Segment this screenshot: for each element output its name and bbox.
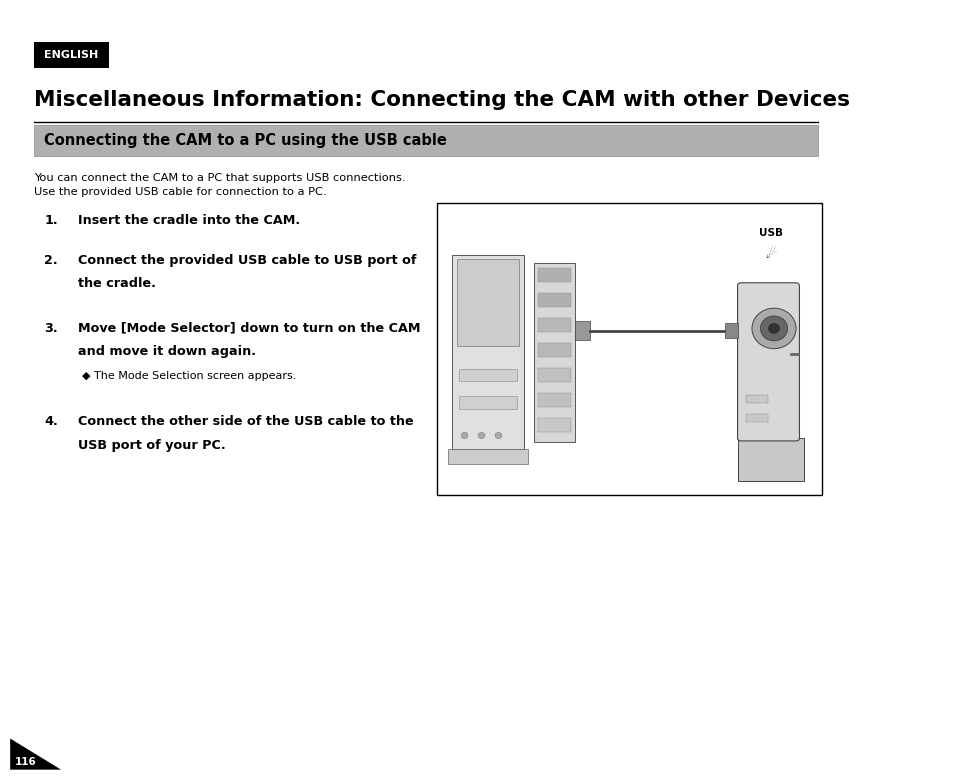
FancyBboxPatch shape (34, 42, 109, 68)
Text: ENGLISH: ENGLISH (44, 50, 98, 60)
Circle shape (760, 316, 787, 341)
Polygon shape (10, 738, 61, 770)
Text: Connect the other side of the USB cable to the: Connect the other side of the USB cable … (78, 415, 414, 428)
FancyBboxPatch shape (34, 125, 818, 156)
FancyBboxPatch shape (724, 323, 738, 338)
FancyBboxPatch shape (456, 259, 518, 347)
Text: 2.: 2. (44, 254, 57, 267)
Circle shape (495, 432, 501, 439)
FancyBboxPatch shape (534, 263, 575, 442)
Text: Connect the provided USB cable to USB port of: Connect the provided USB cable to USB po… (78, 254, 416, 267)
Text: Move [Mode Selector] down to turn on the CAM: Move [Mode Selector] down to turn on the… (78, 322, 420, 335)
FancyBboxPatch shape (537, 368, 570, 382)
Text: 116: 116 (15, 756, 37, 767)
Text: Insert the cradle into the CAM.: Insert the cradle into the CAM. (78, 214, 300, 227)
Text: Miscellaneous Information: Connecting the CAM with other Devices: Miscellaneous Information: Connecting th… (34, 90, 849, 110)
Text: Connecting the CAM to a PC using the USB cable: Connecting the CAM to a PC using the USB… (44, 132, 447, 148)
Text: ☄: ☄ (764, 248, 776, 261)
FancyBboxPatch shape (745, 395, 767, 403)
Circle shape (767, 323, 780, 334)
FancyBboxPatch shape (537, 418, 570, 432)
FancyBboxPatch shape (447, 449, 528, 464)
FancyBboxPatch shape (537, 343, 570, 357)
FancyBboxPatch shape (537, 293, 570, 307)
Circle shape (460, 432, 468, 439)
FancyBboxPatch shape (458, 369, 517, 382)
Text: 3.: 3. (44, 322, 57, 335)
FancyBboxPatch shape (575, 321, 590, 340)
FancyBboxPatch shape (537, 268, 570, 282)
Text: 4.: 4. (44, 415, 58, 428)
FancyBboxPatch shape (737, 438, 802, 481)
Text: You can connect the CAM to a PC that supports USB connections.: You can connect the CAM to a PC that sup… (34, 173, 405, 183)
FancyBboxPatch shape (745, 414, 767, 422)
Text: and move it down again.: and move it down again. (78, 345, 255, 358)
Text: ◆ The Mode Selection screen appears.: ◆ The Mode Selection screen appears. (82, 371, 296, 381)
FancyBboxPatch shape (458, 397, 517, 409)
FancyBboxPatch shape (436, 203, 821, 495)
Text: USB: USB (758, 227, 781, 238)
FancyBboxPatch shape (537, 393, 570, 407)
FancyBboxPatch shape (537, 318, 570, 332)
Circle shape (751, 308, 795, 349)
Text: USB port of your PC.: USB port of your PC. (78, 439, 225, 452)
Circle shape (477, 432, 484, 439)
Text: the cradle.: the cradle. (78, 277, 155, 291)
FancyBboxPatch shape (737, 283, 799, 441)
FancyBboxPatch shape (452, 255, 523, 449)
Text: 1.: 1. (44, 214, 57, 227)
Text: Use the provided USB cable for connection to a PC.: Use the provided USB cable for connectio… (34, 187, 326, 197)
